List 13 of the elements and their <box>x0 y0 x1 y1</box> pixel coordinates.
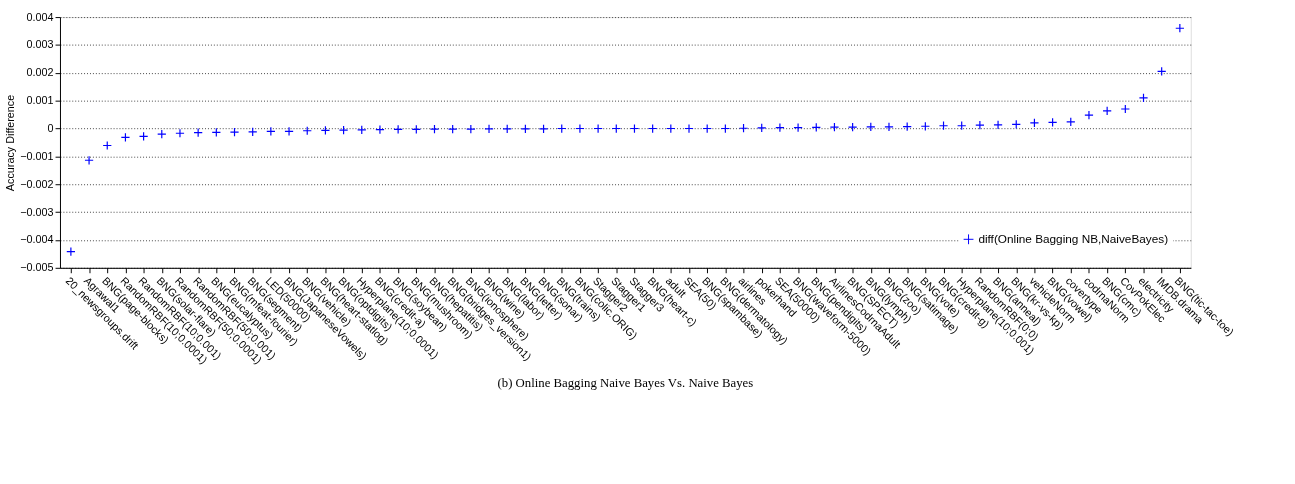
y-tick-label: −0.001 <box>20 149 54 162</box>
y-axis-title: Accuracy Difference <box>4 94 17 192</box>
y-tick-label: −0.002 <box>20 177 54 190</box>
text: (b) Online Bagging Naive Bayes Vs. Naive Bayes <box>497 376 754 391</box>
y-tick-label: 0.001 <box>26 94 54 107</box>
y-tick-label: −0.003 <box>20 205 54 218</box>
legend-label: diff(Online Bagging NB,NaiveBayes) <box>978 232 1169 246</box>
y-tick-label: −0.004 <box>20 233 54 246</box>
y-tick-label: −0.005 <box>20 261 54 274</box>
y-tick-label: 0.002 <box>26 66 54 79</box>
y-tick-label: 0 <box>47 121 54 134</box>
y-tick-label: 0.004 <box>26 10 54 23</box>
y-tick-label: 0.003 <box>26 38 54 51</box>
